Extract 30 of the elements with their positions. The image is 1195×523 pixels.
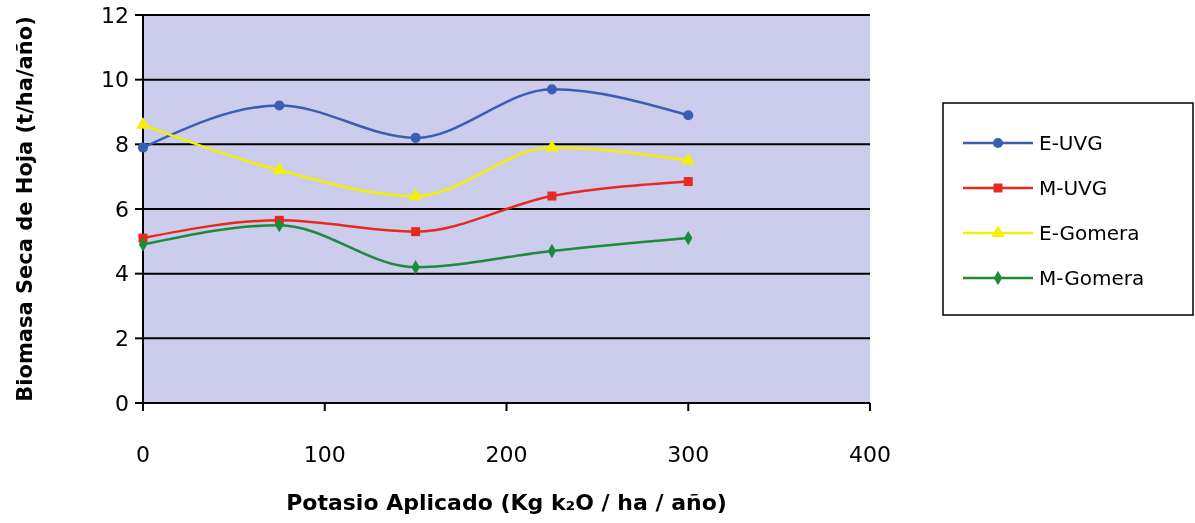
point: [683, 177, 693, 186]
x-tick-label: 0: [136, 442, 150, 467]
x-axis-title: Potasio Aplicado (Kg k₂O / ha / año): [286, 490, 727, 515]
y-axis-title: Biomasa Seca de Hoja (t/ha/año): [13, 16, 37, 402]
legend-label: M-Gomera: [1039, 266, 1145, 290]
point: [545, 139, 559, 152]
y-tick-label: 10: [101, 67, 129, 93]
y-tick-label: 4: [115, 261, 129, 287]
y-tick-label: 12: [101, 2, 129, 28]
x-tick-label: 200: [485, 442, 528, 467]
legend-label: M-UVG: [1039, 176, 1108, 200]
point: [136, 117, 150, 129]
point: [408, 188, 423, 200]
y-tick-label: 2: [115, 325, 129, 351]
point: [272, 162, 287, 175]
y-tick-label: 6: [115, 196, 129, 222]
y-tick-label: 8: [115, 131, 129, 157]
point: [547, 191, 557, 201]
legend-label: E-UVG: [1039, 131, 1103, 155]
y-tick-label: 0: [115, 390, 129, 416]
point: [683, 110, 694, 121]
point: [546, 84, 557, 95]
legend-label: E-Gomera: [1039, 221, 1140, 245]
x-tick-label: 400: [849, 442, 891, 467]
point: [681, 152, 696, 165]
x-tick-label: 100: [303, 442, 346, 467]
point: [411, 227, 421, 237]
point: [410, 132, 421, 143]
x-tick-label: 300: [667, 442, 710, 467]
point: [274, 100, 285, 111]
